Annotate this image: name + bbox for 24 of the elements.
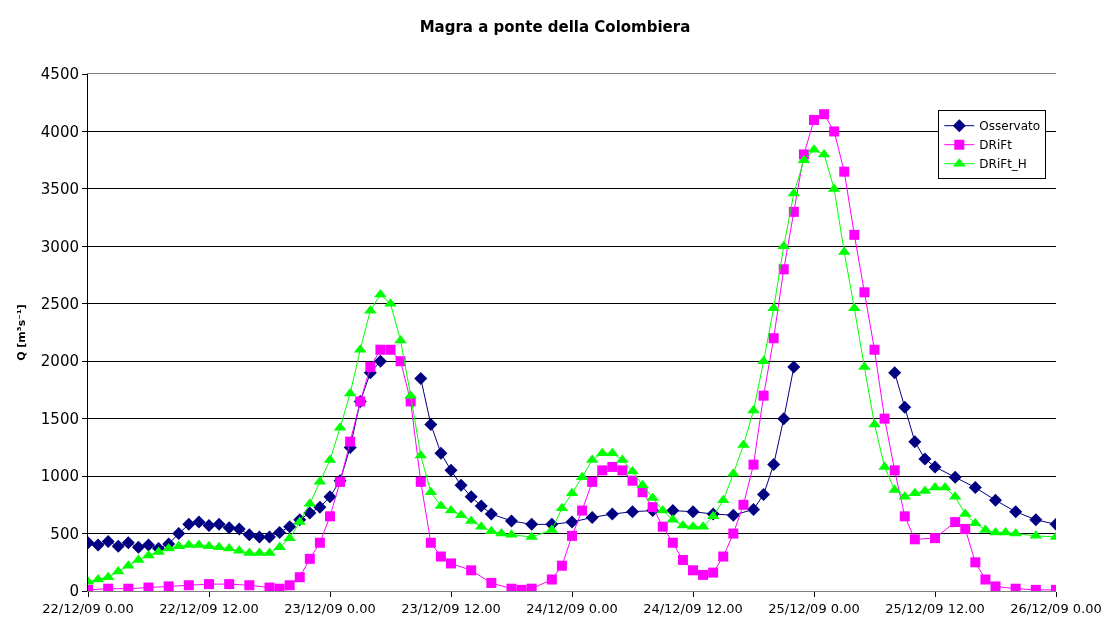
y-tick-label: 4500 <box>40 65 79 84</box>
legend-label: DRiFt_H <box>979 157 1027 172</box>
x-tick-label: 22/12/09 12.00 <box>159 600 259 616</box>
chart-title: Magra a ponte della Colombiera <box>419 18 691 37</box>
y-tick-label: 4000 <box>40 122 79 141</box>
x-tick-label: 25/12/09 12.00 <box>885 600 985 616</box>
y-tick-label: 2000 <box>40 352 79 371</box>
y-tick-label: 0 <box>69 582 79 601</box>
x-tick-label: 23/12/09 12.00 <box>401 600 501 616</box>
y-axis-title: Q [m³s⁻¹] <box>15 304 29 361</box>
x-tick-label: 25/12/09 0.00 <box>768 600 860 616</box>
x-tick-label: 23/12/09 0.00 <box>284 600 376 616</box>
y-tick-label: 500 <box>50 524 79 543</box>
x-tick-label: 22/12/09 0.00 <box>42 600 134 616</box>
y-tick-label: 1500 <box>40 409 79 428</box>
y-tick-label: 1000 <box>40 467 79 486</box>
y-tick-label: 3000 <box>40 237 79 256</box>
x-tick-label: 24/12/09 0.00 <box>526 600 618 616</box>
y-tick-label: 3500 <box>40 180 79 199</box>
legend-label: DRiFt <box>979 138 1013 153</box>
x-tick-label: 24/12/09 12.00 <box>643 600 743 616</box>
x-tick-label: 26/12/09 0.00 <box>1010 600 1102 616</box>
legend-label: Osservato <box>979 119 1041 134</box>
y-tick-label: 2500 <box>40 295 79 314</box>
